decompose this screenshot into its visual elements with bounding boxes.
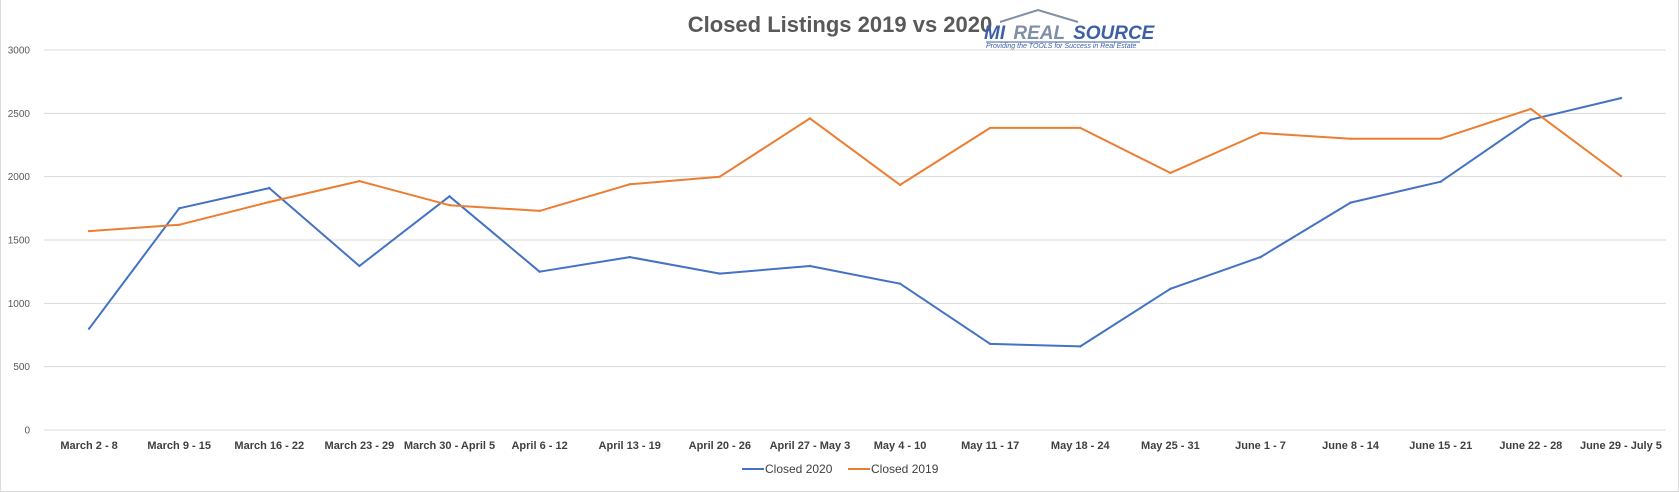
data-point	[1079, 345, 1082, 348]
legend: Closed 2020 Closed 2019	[742, 462, 939, 476]
data-point	[177, 223, 181, 226]
x-tick-label: March 2 - 8	[60, 440, 117, 452]
data-point	[1259, 255, 1262, 259]
x-tick-label: June 29 - July 5	[1580, 440, 1662, 452]
x-tick-label: April 20 - 26	[689, 440, 751, 452]
y-axis: 0 500 1000 1500 2000 2500 3000	[8, 46, 31, 437]
y-tick-label: 500	[13, 362, 30, 373]
data-point	[718, 272, 722, 275]
legend-label: Closed 2019	[871, 462, 939, 476]
data-point	[808, 117, 812, 120]
x-tick-label: April 27 - May 3	[770, 440, 851, 452]
data-point	[1169, 287, 1172, 290]
x-tick-label: March 30 - April 5	[404, 440, 495, 452]
data-point	[177, 207, 181, 210]
y-tick-label: 3000	[8, 46, 31, 57]
data-point	[1439, 137, 1442, 140]
data-point	[808, 264, 812, 268]
logo-tagline: Providing the TOOLS for Success in Real …	[986, 43, 1137, 50]
y-tick-label: 1500	[8, 236, 31, 247]
data-point	[358, 264, 361, 268]
data-point	[538, 270, 541, 273]
x-tick-label: May 4 - 10	[874, 440, 927, 452]
data-point	[268, 186, 271, 190]
x-tick-label: May 25 - 31	[1141, 440, 1200, 452]
data-point	[1079, 126, 1082, 130]
data-point	[1259, 131, 1262, 135]
data-point	[1169, 171, 1172, 175]
data-point	[1439, 180, 1442, 183]
series-line-closed-2019	[89, 107, 1622, 233]
x-tick-label: June 8 - 14	[1322, 440, 1380, 452]
data-point	[358, 179, 361, 183]
x-tick-label: March 23 - 29	[325, 440, 395, 452]
series-line-closed-2020	[88, 97, 1622, 348]
data-point	[268, 200, 271, 204]
logo-roof-icon	[999, 8, 1079, 23]
data-point	[628, 255, 631, 259]
legend-label: Closed 2020	[765, 462, 833, 476]
data-point	[448, 203, 451, 207]
data-point	[1349, 201, 1352, 204]
data-point	[87, 229, 91, 233]
y-tick-label: 2500	[8, 109, 31, 120]
gridlines	[44, 49, 1666, 431]
data-point	[87, 327, 91, 330]
x-tick-label: April 6 - 12	[511, 440, 567, 452]
x-tick-label: March 16 - 22	[234, 440, 304, 452]
logo-text-real: REAL	[1013, 23, 1064, 44]
logo-text-source: SOURCE	[1073, 23, 1156, 44]
x-tick-label: May 11 - 17	[961, 440, 1019, 452]
data-point	[898, 183, 902, 187]
x-axis: March 2 - 8 March 9 - 15 March 16 - 22 Marc…	[60, 440, 1662, 452]
data-point	[988, 126, 992, 130]
x-tick-label: June 15 - 21	[1409, 440, 1472, 452]
chart-title: Closed Listings 2019 vs 2020	[688, 12, 993, 37]
x-tick-label: March 9 - 15	[147, 440, 211, 452]
series-lines	[87, 96, 1623, 348]
y-tick-label: 0	[24, 426, 30, 437]
x-tick-label: May 18 - 24	[1051, 440, 1111, 452]
data-point	[1349, 137, 1352, 140]
data-point	[718, 175, 722, 178]
data-point	[1529, 118, 1533, 121]
x-tick-label: June 22 - 28	[1499, 440, 1562, 452]
brand-logo: MI REAL SOURCE Providing the TOOLS for S…	[984, 8, 1156, 50]
x-tick-label: April 13 - 19	[599, 440, 661, 452]
data-point	[988, 342, 992, 346]
y-tick-label: 2000	[8, 172, 31, 183]
data-point	[538, 209, 541, 213]
data-point	[1619, 174, 1623, 178]
data-point	[898, 282, 902, 285]
svg-text:MI REAL SOURCE: MI REAL SOURCE	[984, 23, 1156, 44]
data-point	[628, 183, 631, 186]
logo-text-mi: MI	[984, 23, 1006, 44]
data-point	[1619, 96, 1623, 100]
data-point	[1529, 107, 1533, 111]
data-point	[448, 195, 451, 198]
x-tick-label: June 1 - 7	[1235, 440, 1286, 452]
y-tick-label: 1000	[8, 299, 31, 310]
